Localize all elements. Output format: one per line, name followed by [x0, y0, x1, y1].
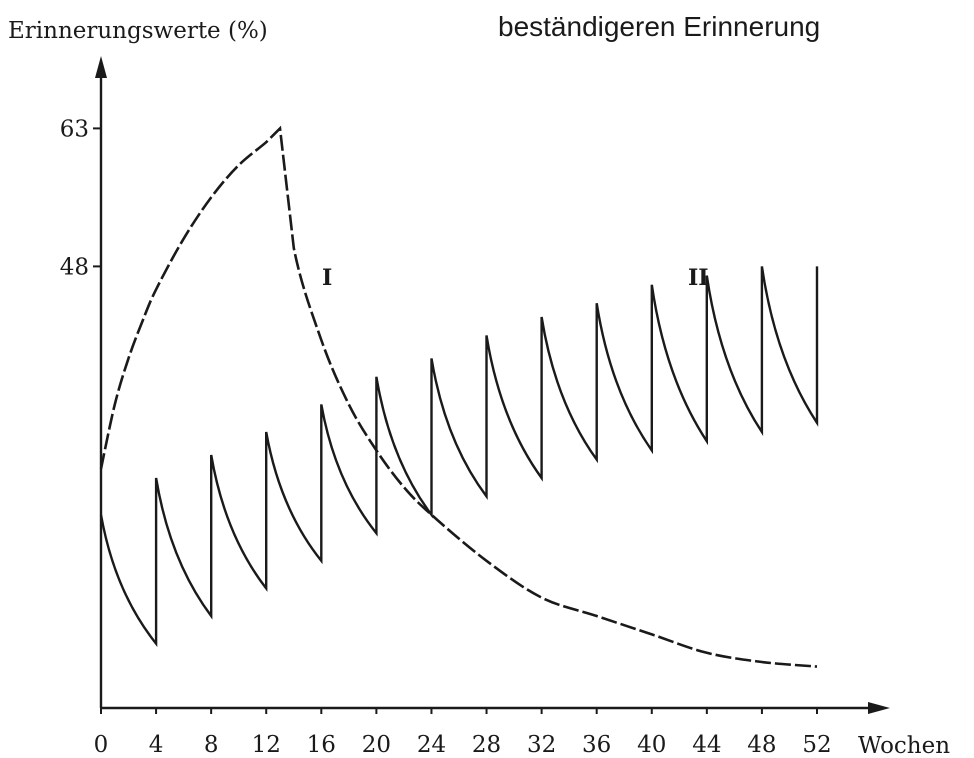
x-tick-label: 48	[747, 732, 776, 758]
x-tick-label: 32	[527, 732, 556, 758]
x-tick-label: 16	[307, 732, 336, 758]
series-line-I	[99, 125, 818, 668]
x-tick-label: 12	[252, 732, 281, 758]
y-tick-label: 63	[60, 116, 89, 142]
series-label-II: II	[688, 265, 709, 291]
x-axis-label: Wochen	[858, 733, 950, 758]
x-tick-labels: 0 4 8 12 16 20 24 28 32 36 40 44 48 52	[94, 708, 832, 758]
x-tick-label: 0	[94, 732, 109, 758]
y-axis-arrow	[95, 56, 107, 78]
partial-heading-text: beständigeren Erinnerung	[498, 11, 820, 42]
series-label-I: I	[322, 265, 332, 291]
x-tick-label: 4	[149, 732, 164, 758]
x-tick-label: 40	[637, 732, 666, 758]
x-tick-label: 8	[204, 732, 219, 758]
x-axis	[101, 702, 890, 714]
y-tick-label: 48	[60, 254, 89, 280]
x-tick-label: 36	[582, 732, 611, 758]
x-tick-label: 44	[692, 732, 721, 758]
x-tick-label: 24	[417, 732, 446, 758]
y-axis	[95, 56, 107, 708]
series-layer	[99, 125, 819, 668]
x-tick-label: 20	[362, 732, 391, 758]
x-tick-label: 28	[472, 732, 501, 758]
y-tick-labels: 48 63	[60, 116, 101, 280]
series-line-II	[99, 266, 819, 648]
y-axis-label: Erinnerungswerte (%)	[8, 18, 268, 44]
x-axis-arrow	[868, 702, 890, 714]
x-tick-label: 52	[802, 732, 831, 758]
